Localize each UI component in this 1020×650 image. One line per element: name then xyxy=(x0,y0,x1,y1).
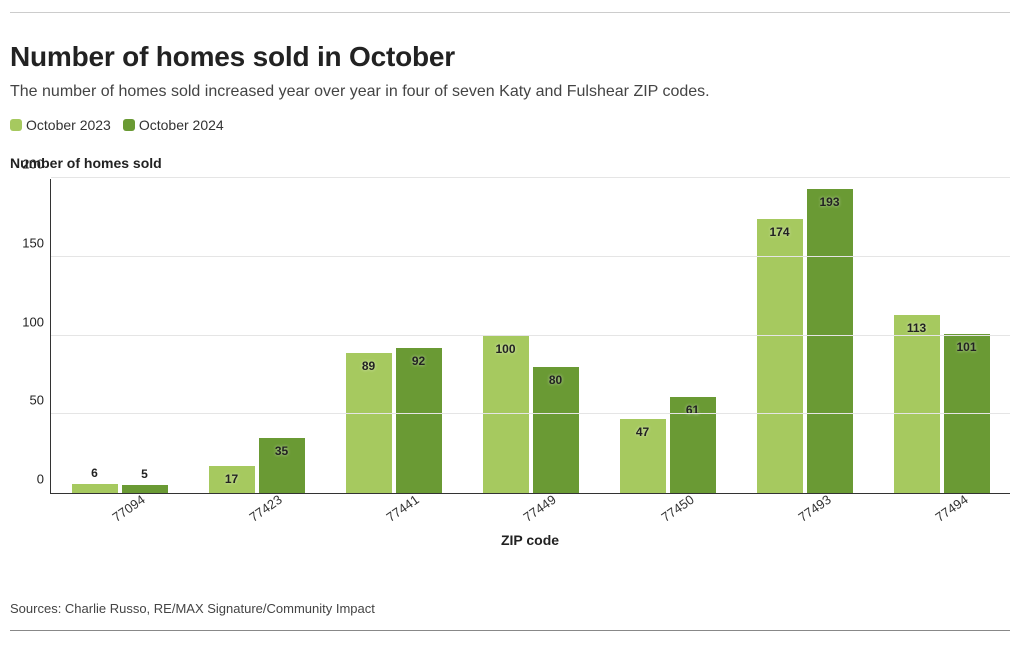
bar: 47 xyxy=(620,419,666,493)
bar-value-label: 61 xyxy=(686,403,699,417)
grid-line xyxy=(51,413,1010,414)
bar-value-label: 47 xyxy=(636,425,649,439)
plot-area: 6517358992100804761174193113101 xyxy=(50,179,1010,494)
chart-title: Number of homes sold in October xyxy=(10,41,1010,73)
bar-group: 89 92 xyxy=(325,179,462,493)
legend-label: October 2024 xyxy=(139,117,224,133)
legend-item: October 2023 xyxy=(10,117,111,133)
bar: 89 xyxy=(346,353,392,493)
bottom-rule xyxy=(10,630,1010,631)
chart-subtitle: The number of homes sold increased year … xyxy=(10,83,1010,101)
bar-group: 47 61 xyxy=(599,179,736,493)
bar-value-label: 17 xyxy=(225,472,238,486)
y-tick-label: 200 xyxy=(22,157,44,172)
x-axis: 77094774237744177449774507749377494 xyxy=(50,494,1010,519)
y-axis: 050100150200 xyxy=(10,179,50,494)
grid-line xyxy=(51,177,1010,178)
legend-swatch xyxy=(10,119,22,131)
y-axis-title: Number of homes sold xyxy=(10,155,1010,171)
bar-group: 174 193 xyxy=(736,179,873,493)
bar-groups: 6517358992100804761174193113101 xyxy=(51,179,1010,493)
source-text: Sources: Charlie Russo, RE/MAX Signature… xyxy=(10,601,1010,626)
legend-item: October 2024 xyxy=(123,117,224,133)
bar: 100 xyxy=(483,336,529,494)
chart-area: 050100150200 651735899210080476117419311… xyxy=(10,179,1010,539)
legend-swatch xyxy=(123,119,135,131)
y-tick-label: 0 xyxy=(37,472,44,487)
bar-value-label: 80 xyxy=(549,373,562,387)
grid-line xyxy=(51,335,1010,336)
bar-group: 1735 xyxy=(188,179,325,493)
bar-value-label: 92 xyxy=(412,354,425,368)
y-tick-label: 150 xyxy=(22,235,44,250)
bar-group: 100 80 xyxy=(462,179,599,493)
grid-line xyxy=(51,256,1010,257)
legend-label: October 2023 xyxy=(26,117,111,133)
bar-value-label: 193 xyxy=(819,195,839,209)
chart-container: Number of homes sold in October The numb… xyxy=(10,0,1010,631)
bar-value-label: 113 xyxy=(907,321,926,335)
bar: 174 xyxy=(757,219,803,493)
x-axis-title: ZIP code xyxy=(50,532,1010,548)
bar: 193 xyxy=(807,189,853,493)
bar-value-label: 6 xyxy=(91,466,98,480)
bar-value-label: 89 xyxy=(362,359,375,373)
bar-group: 113 101 xyxy=(873,179,1010,493)
bar-value-label: 174 xyxy=(769,225,789,239)
bar: 6 xyxy=(72,484,118,493)
top-rule xyxy=(10,12,1010,13)
y-tick-label: 50 xyxy=(30,393,44,408)
bar-value-label: 101 xyxy=(956,340,976,354)
bar-value-label: 35 xyxy=(275,444,288,458)
y-tick-label: 100 xyxy=(22,314,44,329)
bar-group: 65 xyxy=(51,179,188,493)
bar: 113 xyxy=(894,315,940,493)
bar: 17 xyxy=(209,466,255,493)
legend: October 2023 October 2024 xyxy=(10,117,1010,133)
bar-value-label: 100 xyxy=(495,342,515,356)
